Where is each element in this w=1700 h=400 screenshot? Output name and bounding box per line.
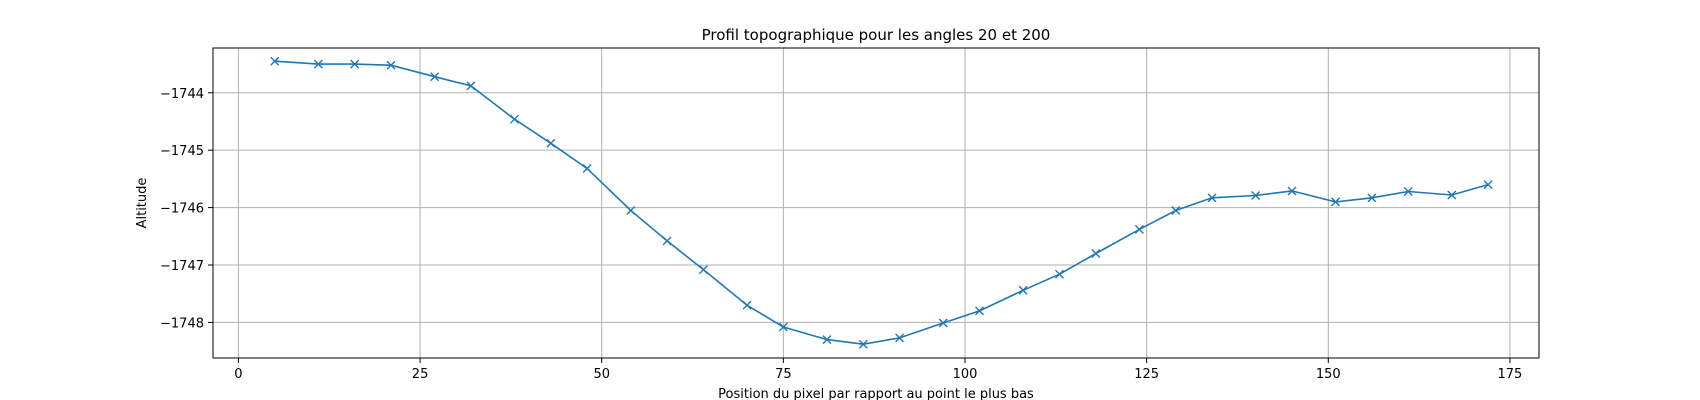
x-axis-label: Position du pixel par rapport au point l… <box>718 387 1034 400</box>
plot-area <box>212 47 1540 359</box>
data-point <box>1287 186 1297 196</box>
y-axis-label: Altitude <box>135 178 150 229</box>
y-tick-label: −1747 <box>160 259 204 274</box>
data-point <box>1447 190 1457 200</box>
data-point <box>1483 180 1493 190</box>
data-point <box>386 60 396 70</box>
x-tick-label: 0 <box>234 367 242 382</box>
y-tick-label: −1746 <box>160 202 204 217</box>
x-tick-label: 75 <box>775 367 792 382</box>
data-point <box>1207 193 1217 203</box>
data-point <box>1171 205 1181 215</box>
data-point <box>582 164 592 174</box>
data-point <box>1251 191 1261 201</box>
data-point <box>1331 197 1341 207</box>
grid <box>213 48 1539 358</box>
data-point <box>350 59 360 69</box>
y-tick-label: −1744 <box>160 87 204 102</box>
data-point <box>1367 193 1377 203</box>
data-point <box>546 138 556 148</box>
x-tick-label: 125 <box>1134 367 1159 382</box>
data-point <box>1091 249 1101 259</box>
data-point <box>1403 187 1413 197</box>
series-group <box>270 56 1493 349</box>
x-tick-label: 150 <box>1316 367 1341 382</box>
data-point <box>1018 285 1028 295</box>
data-point <box>778 322 788 332</box>
data-point <box>742 300 752 310</box>
x-tick-label: 25 <box>412 367 429 382</box>
data-point <box>1134 224 1144 234</box>
data-point <box>1054 269 1064 279</box>
data-point <box>698 265 708 275</box>
data-point <box>466 81 476 91</box>
x-tick-label: 100 <box>953 367 978 382</box>
data-point <box>626 205 636 215</box>
y-tick-label: −1745 <box>160 144 204 159</box>
x-tick-label: 50 <box>593 367 610 382</box>
data-point <box>313 59 323 69</box>
data-point <box>895 333 905 343</box>
chart-title: Profil topographique pour les angles 20 … <box>702 26 1051 44</box>
data-point <box>975 306 985 316</box>
data-point <box>430 72 440 82</box>
y-tick-label: −1748 <box>160 316 204 331</box>
data-point <box>662 236 672 246</box>
axis-ticks: 0 25 50 75 100 125 150 175 −1744 −1745 −1746 −1747 −… <box>160 87 1522 382</box>
data-point <box>858 339 868 349</box>
data-point <box>822 335 832 345</box>
data-point <box>938 318 948 328</box>
series-line <box>274 60 1489 346</box>
data-point <box>270 56 280 66</box>
data-point <box>510 114 520 124</box>
x-tick-label: 175 <box>1498 367 1523 382</box>
